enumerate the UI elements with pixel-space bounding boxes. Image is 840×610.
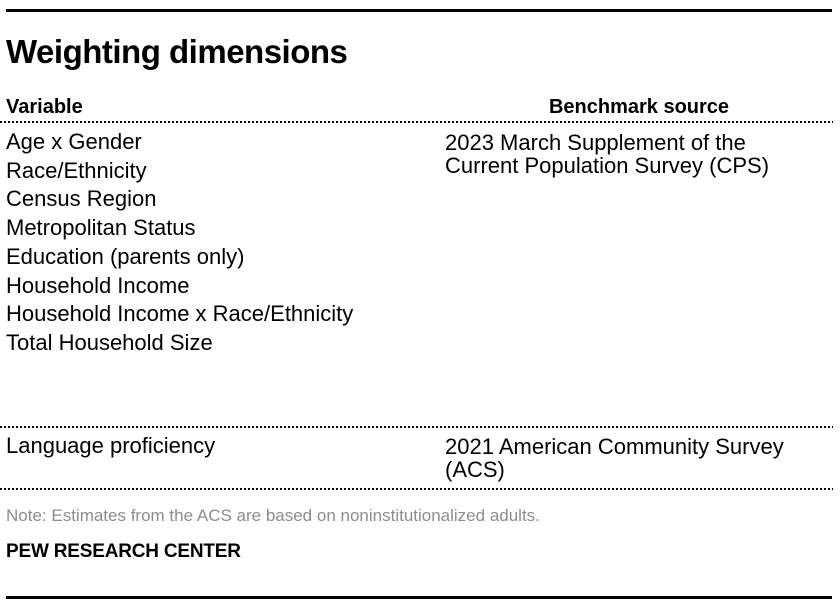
benchmark-cell-cps: 2023 March Supplement of the Current Pop… [445, 131, 835, 177]
table-row: Education (parents only) [6, 243, 245, 269]
variable-list-group-2: Language proficiency [6, 432, 436, 461]
table-row: Household Income [6, 272, 190, 298]
header-divider [0, 121, 833, 123]
column-header-variable: Variable [6, 96, 83, 118]
top-rule [6, 9, 832, 12]
variable-list-group-1: Age x Gender Race/Ethnicity Census Regio… [6, 128, 436, 358]
table-bottom-divider [0, 488, 833, 490]
benchmark-cell-line: 2021 American Community Survey [445, 434, 784, 459]
benchmark-cell-acs: 2021 American Community Survey (ACS) [445, 435, 835, 481]
table-row: Race/Ethnicity [6, 157, 147, 183]
table-row: Metropolitan Status [6, 215, 196, 241]
column-header-benchmark: Benchmark source [548, 96, 730, 118]
table-row: Age x Gender [6, 129, 142, 154]
table-row: Language proficiency [6, 433, 216, 458]
benchmark-cell-line: (ACS) [445, 457, 505, 482]
table-row: Household Income x Race/Ethnicity [6, 301, 354, 327]
benchmark-cell-line: Current Population Survey (CPS) [445, 153, 770, 178]
table-row: Census Region [6, 186, 157, 212]
page-title: Weighting dimensions [6, 33, 348, 70]
table-row: Total Household Size [6, 329, 213, 355]
bottom-rule [6, 596, 832, 599]
benchmark-cell-line: 2023 March Supplement of the [445, 130, 746, 155]
row-group-divider [0, 426, 833, 428]
source-attribution: PEW RESEARCH CENTER [6, 541, 241, 562]
note-text: Note: Estimates from the ACS are based o… [6, 506, 540, 525]
